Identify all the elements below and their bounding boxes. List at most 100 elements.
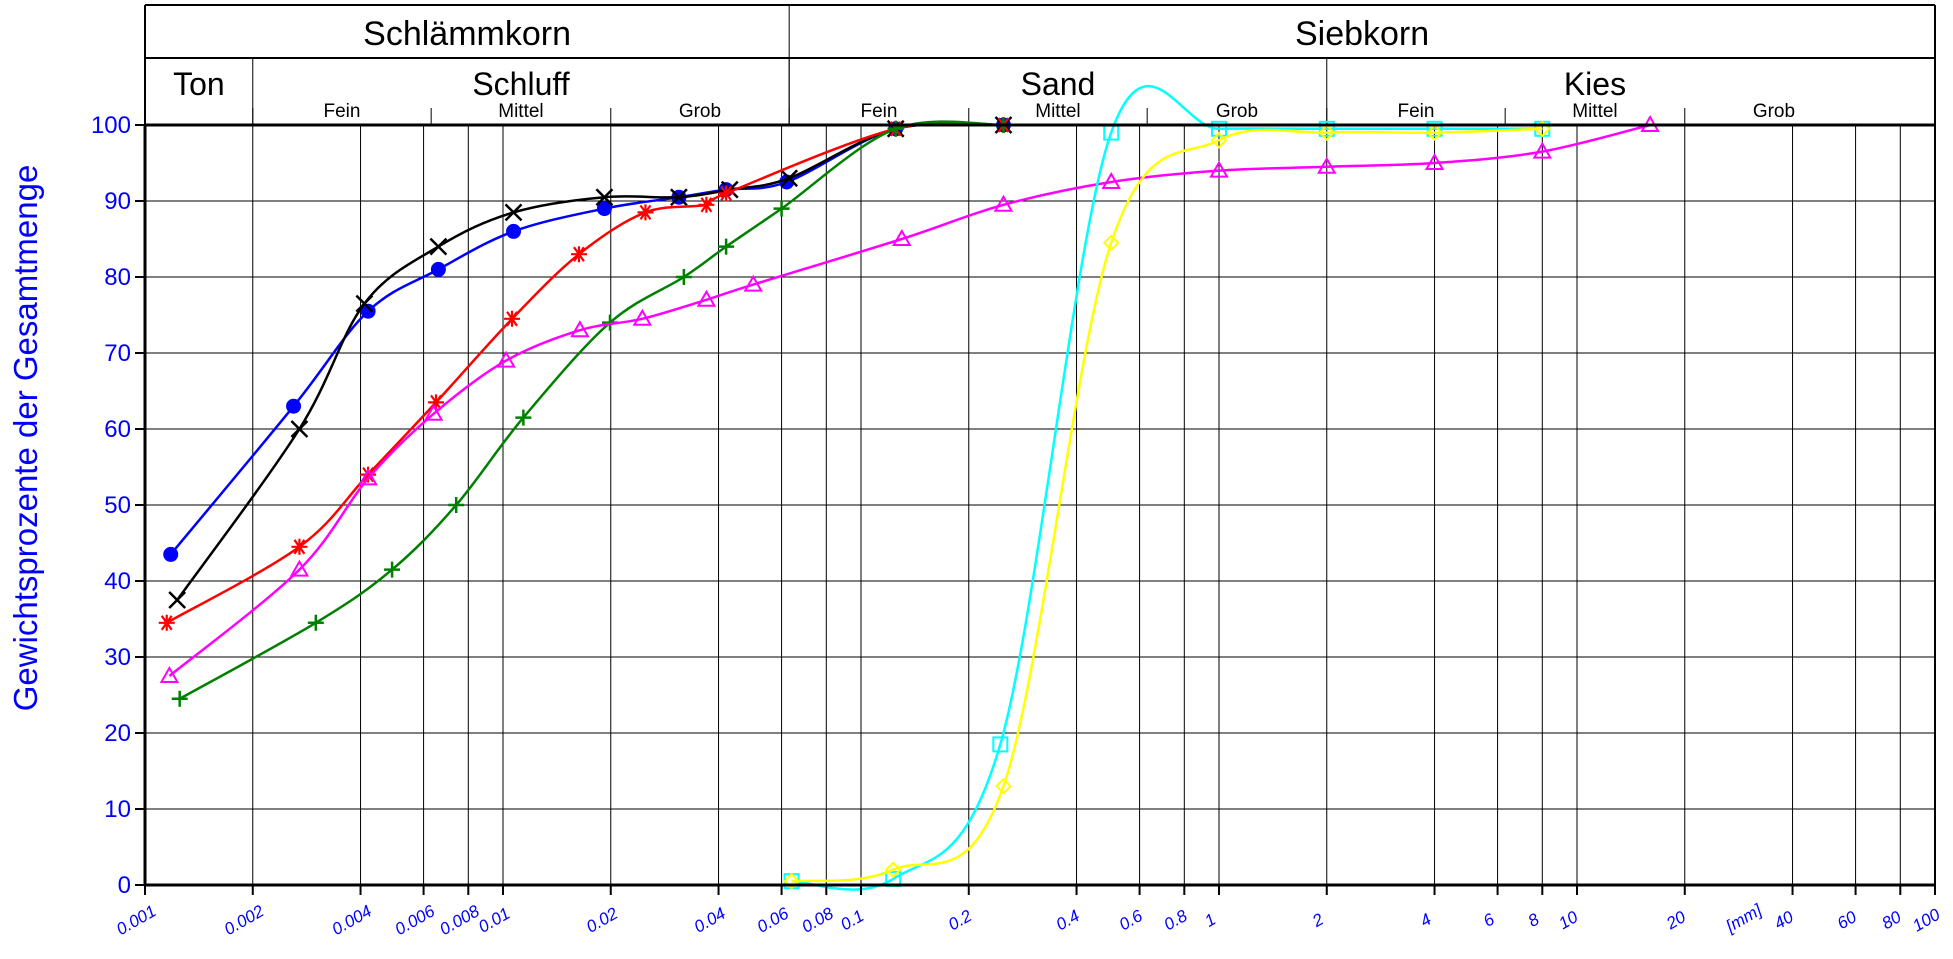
series-6-point-4 (1210, 131, 1228, 149)
series-6-point-3 (1102, 234, 1120, 252)
series-3-point-1-shape (307, 614, 324, 631)
series-layer (158, 85, 1660, 891)
y-tick-label-0: 0 (118, 872, 131, 899)
series-2-point-1-shape (291, 538, 308, 555)
series-2-point-7-shape (698, 196, 715, 213)
series-2-point-4-shape (504, 310, 521, 327)
series-2-point-5 (570, 246, 587, 263)
series-2 (158, 117, 1012, 631)
series-1-point-5 (595, 188, 614, 207)
series-2-point-7 (698, 196, 715, 213)
series-4-point-7 (696, 289, 717, 307)
series-4-point-12 (1209, 160, 1229, 178)
header-ton: Ton (173, 66, 225, 102)
series-3-line (179, 120, 1004, 700)
series-1-point-8-shape (780, 169, 799, 188)
series-1-point-4-shape (504, 203, 523, 222)
header-sub-fein-6: Fein (1397, 101, 1434, 122)
series-5-line (791, 85, 1543, 891)
series-2-line (166, 121, 1004, 624)
series-3-point-1 (307, 614, 324, 631)
series-1-point-6 (670, 188, 688, 207)
series-4-point-2 (358, 468, 378, 486)
series-0-point-1 (286, 398, 302, 414)
y-tick-label-4: 40 (104, 568, 131, 595)
series-6-line (791, 127, 1543, 883)
series-4-point-10 (993, 194, 1014, 212)
series-2-point-0 (158, 614, 175, 631)
grid (145, 125, 1935, 885)
series-0-point-5 (596, 201, 612, 217)
header-sub-mittel-4: Mittel (1035, 101, 1080, 122)
series-4-point-14 (1424, 152, 1445, 170)
series-6-point-2 (995, 777, 1012, 795)
series-1-point-0 (168, 591, 187, 609)
series-4-point-6 (632, 308, 653, 326)
series-4-line (168, 123, 1651, 677)
series-1-point-0-shape (168, 591, 187, 609)
series-1-point-5-shape (595, 188, 614, 207)
series-2-point-6 (637, 204, 654, 221)
series-4-point-1 (289, 559, 310, 577)
y-tick-label-10: 100 (91, 112, 131, 139)
series-1-point-8 (780, 169, 799, 188)
series-3-point-2 (384, 561, 401, 578)
header-schluff: Schluff (472, 66, 569, 102)
series-3-point-9 (887, 120, 904, 137)
header-sub-fein-3: Fein (860, 101, 897, 122)
series-3-point-7-shape (718, 238, 735, 255)
series-4-point-5 (570, 320, 590, 338)
series-4-point-13 (1317, 156, 1337, 174)
series-3-point-4-shape (515, 409, 532, 426)
series-3-point-3 (448, 497, 465, 513)
series-1-point-2-shape (355, 294, 374, 313)
series-4-point-15 (1532, 141, 1553, 159)
series-5-point-5 (1318, 120, 1335, 137)
series-3-point-0-shape (171, 690, 188, 707)
series-1-point-1 (290, 420, 309, 438)
series-3-point-8-shape (773, 200, 790, 217)
header-sub-grob-2: Grob (679, 101, 721, 122)
y-tick-label-9: 90 (104, 188, 131, 215)
series-1-point-3-shape (429, 237, 448, 256)
y-tick-label-5: 50 (104, 492, 131, 519)
series-2-point-6-shape (637, 204, 654, 221)
series-3-point-0 (171, 690, 188, 707)
series-0-point-4 (506, 223, 522, 239)
header-kies: Kies (1564, 66, 1626, 102)
series-2-point-1 (291, 538, 308, 555)
series-1-point-3 (429, 237, 448, 256)
series-4-point-11 (1101, 171, 1121, 189)
series-0-point-0 (163, 546, 179, 562)
series-1-line (176, 122, 1004, 601)
series-3-point-3-shape (448, 497, 465, 513)
series-3-point-8 (773, 200, 790, 217)
series-4-point-3 (423, 403, 444, 421)
series-4-point-4 (496, 350, 516, 368)
series-1-point-2 (355, 294, 374, 313)
header-sand: Sand (1021, 66, 1096, 102)
series-0-point-3 (430, 261, 446, 277)
series-2-point-5-shape (570, 246, 587, 263)
series-4-point-0 (159, 665, 180, 683)
header-sub-grob-8: Grob (1753, 101, 1795, 122)
series-1-point-6-shape (670, 188, 688, 207)
y-tick-label-7: 70 (104, 340, 131, 367)
y-tick-label-8: 80 (104, 264, 131, 291)
series-6-point-1 (884, 861, 902, 879)
series-1-point-1-shape (290, 420, 309, 438)
header-sub-fein-0: Fein (323, 101, 360, 122)
series-6 (783, 120, 1551, 890)
series-4-point-8 (743, 274, 763, 292)
series-2-point-8-shape (718, 185, 735, 202)
series-2-point-4 (504, 310, 521, 327)
series-5-point-4 (1211, 120, 1227, 137)
series-2-point-0-shape (158, 614, 175, 631)
header-sub-grob-5: Grob (1216, 101, 1258, 122)
y-tick-label-1: 10 (104, 796, 131, 823)
series-6-point-5 (1318, 124, 1336, 142)
series-1-point-4 (504, 203, 523, 222)
series-3-point-6 (675, 269, 692, 285)
